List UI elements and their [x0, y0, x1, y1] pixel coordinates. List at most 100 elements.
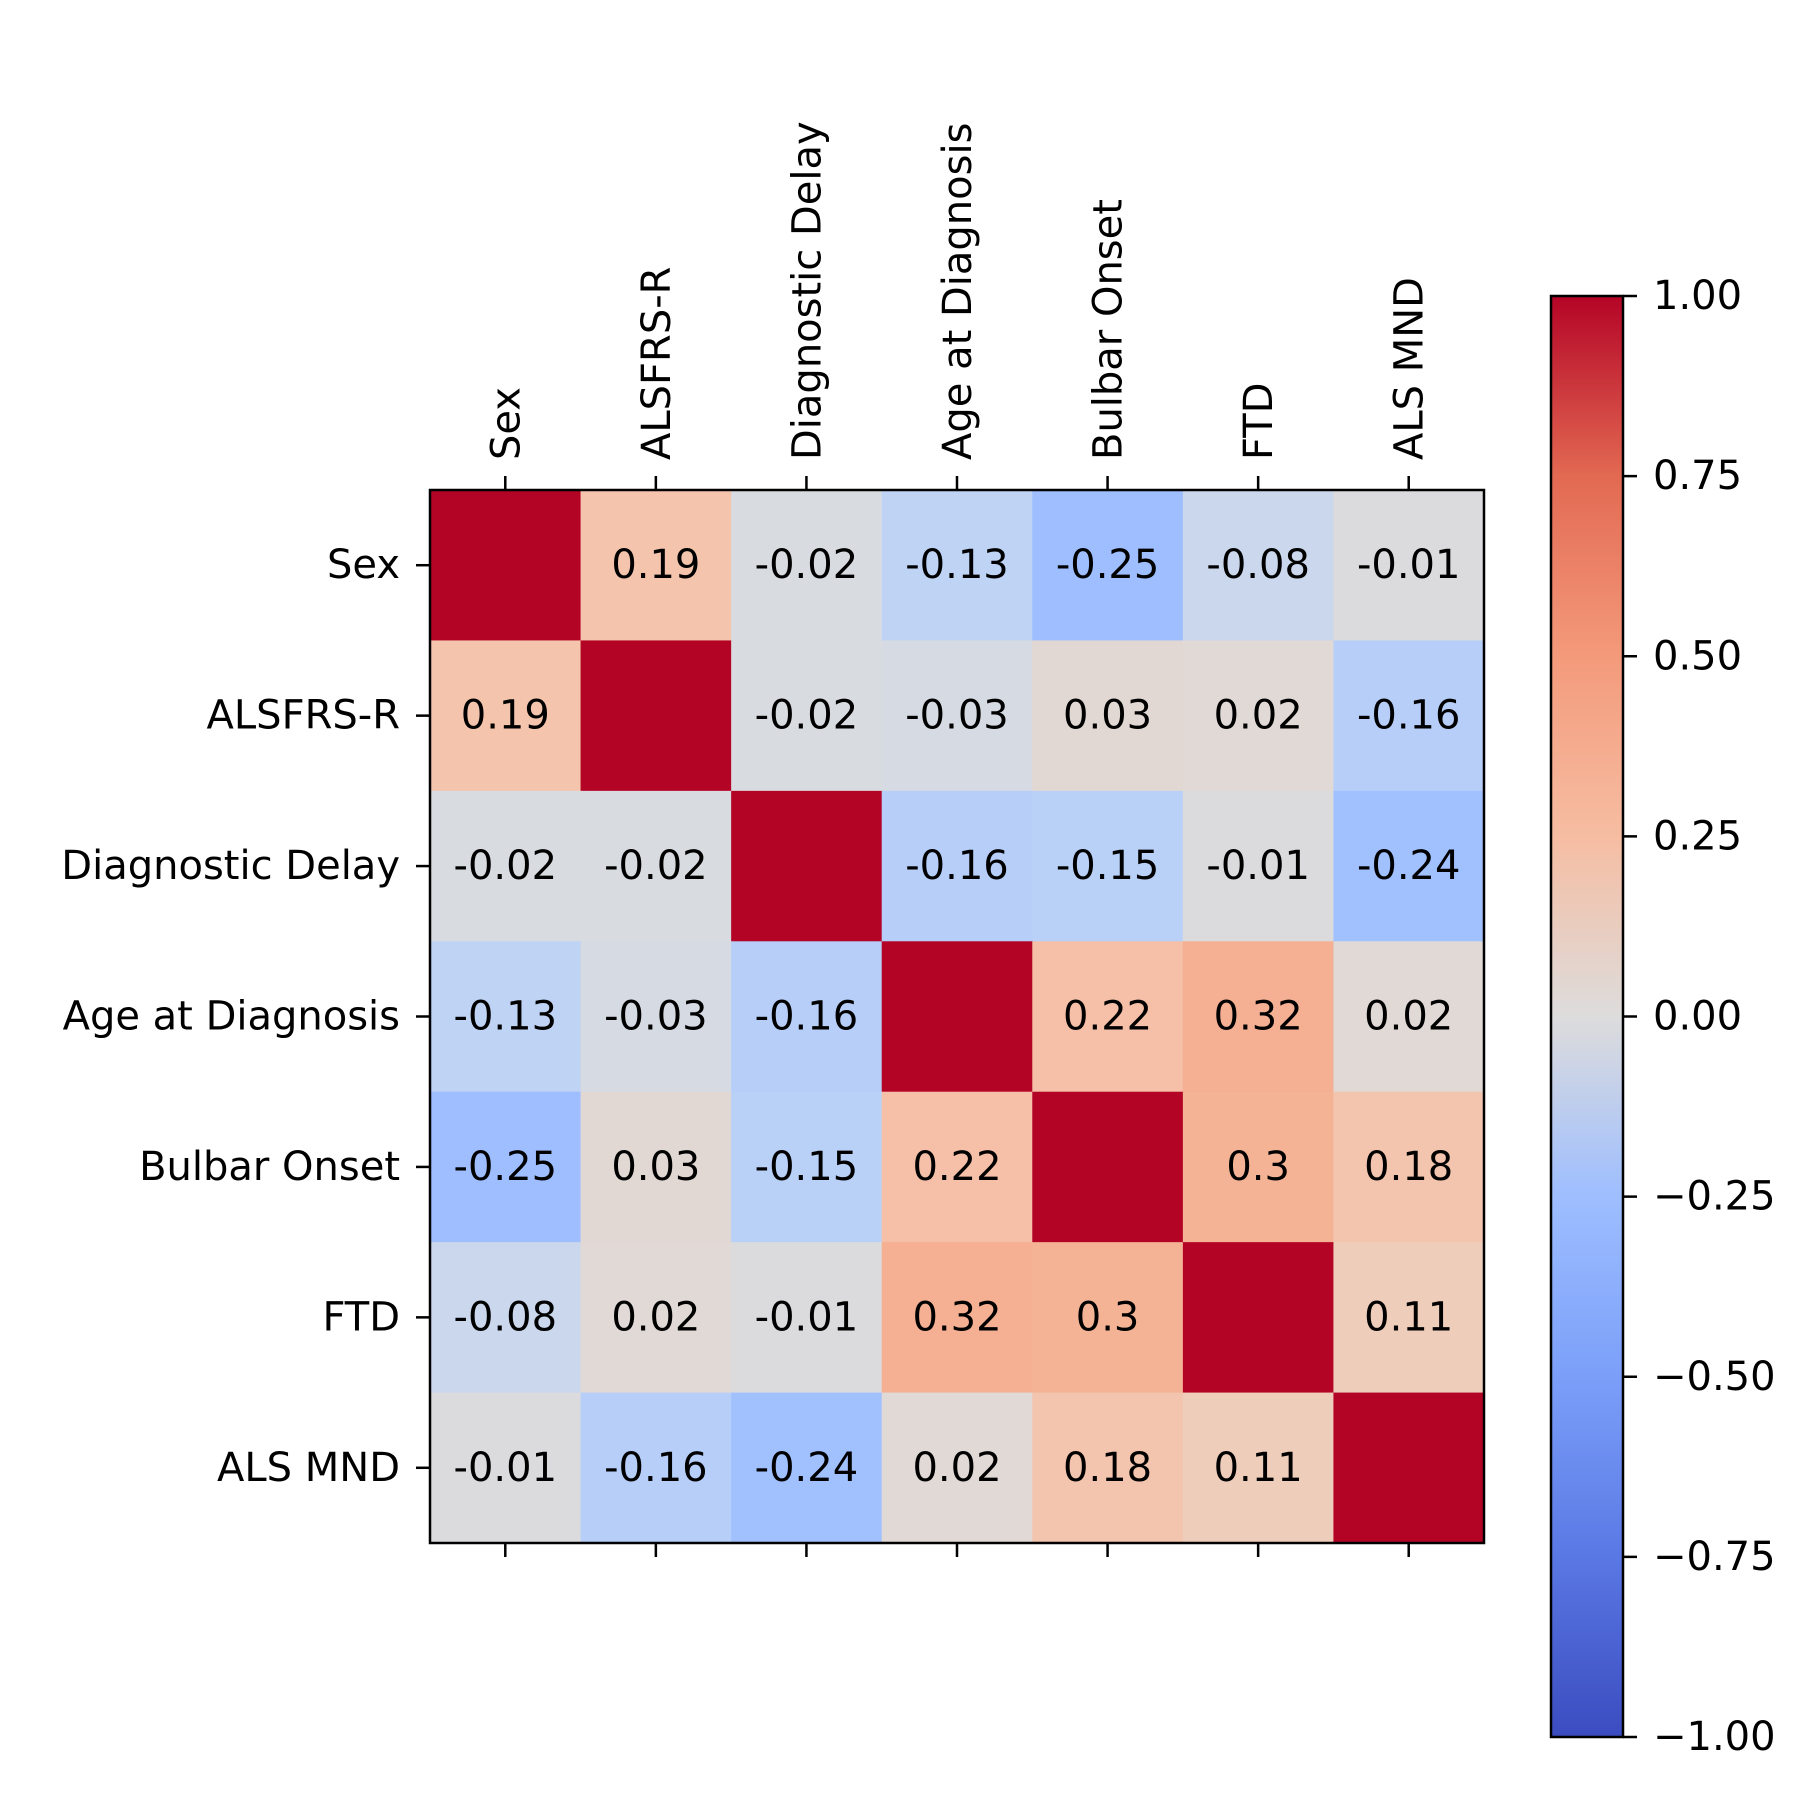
heatmap-cell-als-mnd-als-mnd	[1333, 1392, 1485, 1544]
heatmap-cell-bulbar-onset-ftd	[1182, 1091, 1335, 1243]
cell-value-label: -0.03	[905, 693, 1009, 739]
cell-value-label: -0.16	[905, 843, 1009, 889]
heatmap-cell-alsfrs-r-ftd	[1182, 640, 1335, 792]
cell-value-label: -0.13	[454, 994, 558, 1040]
cell-value-label: -0.02	[755, 542, 859, 588]
colorbar-tick-label: 0.00	[1653, 994, 1742, 1040]
heatmap-cell-alsfrs-r-sex	[430, 640, 582, 792]
cell-value-label: -0.02	[604, 843, 708, 889]
x-tick-label-bulbar-onset: Bulbar Onset	[1086, 199, 1132, 460]
heatmap-cell-ftd-age-at-diagnosis	[881, 1242, 1033, 1394]
heatmap-cell-alsfrs-r-age-at-diagnosis	[881, 640, 1033, 792]
cell-value-label: 0.19	[611, 542, 700, 588]
heatmap-cell-sex-alsfrs-r	[580, 490, 732, 642]
y-tick-label-sex: Sex	[327, 542, 400, 588]
heatmap-cell-als-mnd-age-at-diagnosis	[881, 1392, 1033, 1544]
y-axis: Sex ALSFRS-R Diagnostic Delay Age at Diagno…	[61, 542, 430, 1491]
cell-value-label: -0.01	[1206, 843, 1310, 889]
heatmap-cell-ftd-alsfrs-r	[580, 1242, 732, 1394]
heatmap-cell-age-at-diagnosis-diagnostic-delay	[731, 941, 883, 1093]
colorbar-tick-label: 0.25	[1653, 813, 1742, 859]
heatmap-cell-age-at-diagnosis-age-at-diagnosis	[881, 941, 1033, 1093]
cell-value-label: -0.08	[1206, 542, 1310, 588]
heatmap-cell-als-mnd-bulbar-onset	[1032, 1392, 1184, 1544]
cell-value-label: 0.22	[1063, 994, 1152, 1040]
y-tick-label-bulbar-onset: Bulbar Onset	[139, 1144, 400, 1190]
heatmap-cell-age-at-diagnosis-als-mnd	[1333, 941, 1485, 1093]
cell-value-label: -0.24	[755, 1445, 859, 1491]
cell-value-label: 0.22	[912, 1144, 1001, 1190]
heatmap-cell-als-mnd-ftd	[1182, 1392, 1335, 1544]
cell-value-label: -0.02	[755, 693, 859, 739]
heatmap-cell-diagnostic-delay-age-at-diagnosis	[881, 790, 1033, 942]
heatmap-cell-ftd-als-mnd	[1333, 1242, 1485, 1394]
x-axis-bottom-ticks	[504, 1543, 1410, 1557]
heatmap-cell-diagnostic-delay-sex	[430, 790, 582, 942]
heatmap-cell-alsfrs-r-diagnostic-delay	[731, 640, 883, 792]
heatmap-cell-age-at-diagnosis-alsfrs-r	[580, 941, 732, 1093]
cell-value-label: -0.08	[454, 1294, 558, 1340]
heatmap-cell-bulbar-onset-diagnostic-delay	[731, 1091, 883, 1243]
heatmap-cell-sex-diagnostic-delay	[731, 490, 883, 642]
heatmap-cell-age-at-diagnosis-ftd	[1182, 941, 1335, 1093]
heatmap-cell-diagnostic-delay-als-mnd	[1333, 790, 1485, 942]
y-tick-label-ftd: FTD	[322, 1294, 400, 1340]
heatmap-cells	[430, 490, 1485, 1544]
cell-value-label: -0.16	[1357, 693, 1461, 739]
y-tick-label-diagnostic-delay: Diagnostic Delay	[61, 843, 400, 889]
colorbar-tick-label: −0.50	[1653, 1354, 1776, 1400]
heatmap-cell-bulbar-onset-bulbar-onset	[1032, 1091, 1184, 1243]
cell-value-label: 0.02	[1364, 994, 1453, 1040]
cell-value-label: 0.02	[912, 1445, 1001, 1491]
x-tick-label-sex: Sex	[483, 387, 529, 460]
colorbar-tick-label: −0.75	[1653, 1534, 1776, 1580]
colorbar: 1.00 0.75 0.50 0.25 0.00 −0.25 −0.50 −0.75 −1.00	[1549, 273, 1776, 1760]
cell-value-label: -0.15	[755, 1144, 859, 1190]
heatmap-cell-ftd-sex	[430, 1242, 582, 1394]
colorbar-tick-label: 1.00	[1653, 273, 1742, 319]
cell-value-label: -0.01	[454, 1445, 558, 1491]
heatmap-cell-labels: 0.19 -0.02 -0.13 -0.25 -0.08 -0.01 0.19 -0.02 -0…	[454, 542, 1461, 1491]
cell-value-label: 0.02	[611, 1294, 700, 1340]
heatmap-cell-als-mnd-diagnostic-delay	[731, 1392, 883, 1544]
heatmap-cell-age-at-diagnosis-sex	[430, 941, 582, 1093]
cell-value-label: -0.03	[604, 994, 708, 1040]
heatmap-cell-als-mnd-sex	[430, 1392, 582, 1544]
heatmap-cell-sex-ftd	[1182, 490, 1335, 642]
cell-value-label: 0.03	[1063, 693, 1152, 739]
x-tick-label-alsfrs-r: ALSFRS-R	[634, 267, 680, 460]
cell-value-label: 0.3	[1226, 1144, 1290, 1190]
cell-value-label: 0.18	[1063, 1445, 1152, 1491]
heatmap-cell-diagnostic-delay-diagnostic-delay	[731, 790, 883, 942]
cell-value-label: -0.13	[905, 542, 1009, 588]
heatmap-cell-alsfrs-r-bulbar-onset	[1032, 640, 1184, 792]
heatmap-cell-age-at-diagnosis-bulbar-onset	[1032, 941, 1184, 1093]
colorbar-tick-label: 0.75	[1653, 453, 1742, 499]
heatmap-cell-sex-als-mnd	[1333, 490, 1485, 642]
x-tick-label-ftd: FTD	[1236, 382, 1282, 460]
heatmap-cell-sex-age-at-diagnosis	[881, 490, 1033, 642]
cell-value-label: 0.02	[1214, 693, 1303, 739]
heatmap-cell-diagnostic-delay-bulbar-onset	[1032, 790, 1184, 942]
colorbar-gradient	[1549, 294, 1625, 1739]
heatmap-cell-diagnostic-delay-ftd	[1182, 790, 1335, 942]
x-axis-top: Sex ALSFRS-R Diagnostic Delay Age at Diagno…	[483, 121, 1433, 490]
colorbar-tick-label: −0.25	[1653, 1174, 1776, 1220]
heatmap-cell-bulbar-onset-als-mnd	[1333, 1091, 1485, 1243]
heatmap-cell-bulbar-onset-alsfrs-r	[580, 1091, 732, 1243]
cell-value-label: 0.32	[912, 1294, 1001, 1340]
heatmap-cell-bulbar-onset-age-at-diagnosis	[881, 1091, 1033, 1243]
cell-value-label: -0.02	[454, 843, 558, 889]
cell-value-label: -0.24	[1357, 843, 1461, 889]
heatmap-cell-alsfrs-r-als-mnd	[1333, 640, 1485, 792]
cell-value-label: -0.16	[604, 1445, 708, 1491]
cell-value-label: 0.18	[1364, 1144, 1453, 1190]
colorbar-ticks: 1.00 0.75 0.50 0.25 0.00 −0.25 −0.50 −0.75 −1.00	[1623, 273, 1776, 1760]
heatmap-cell-ftd-bulbar-onset	[1032, 1242, 1184, 1394]
cell-value-label: 0.11	[1364, 1294, 1453, 1340]
x-tick-label-diagnostic-delay: Diagnostic Delay	[784, 121, 830, 460]
cell-value-label: 0.19	[461, 693, 550, 739]
heatmap-cell-ftd-ftd	[1182, 1242, 1335, 1394]
heatmap-cell-als-mnd-alsfrs-r	[580, 1392, 732, 1544]
